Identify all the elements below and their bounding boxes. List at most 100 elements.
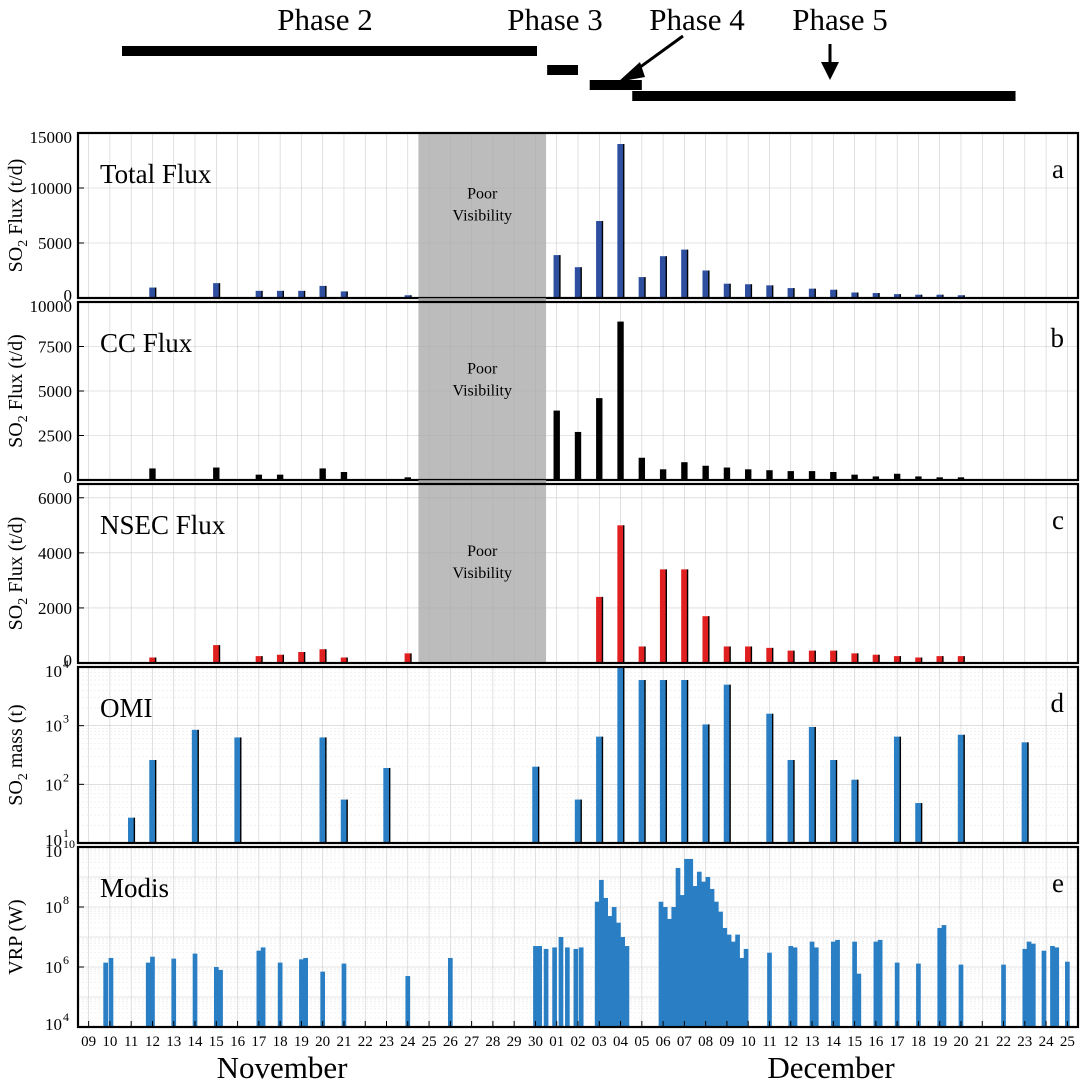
bar-e [856,973,862,1027]
bar-e [1026,941,1032,1027]
y-axis-label: SO2 Flux (t/d) [5,334,31,448]
bar-e [171,958,177,1027]
bar-c [255,656,263,663]
x-tick-label: 23 [1017,1034,1032,1050]
bar-c [681,569,688,663]
bar-c [723,646,731,663]
panel-letter: e [1052,868,1064,898]
bar-b [787,471,794,480]
x-tick-label: 05 [634,1034,649,1050]
y-axis-label-main: SO [5,605,27,631]
bar-e [941,925,947,1027]
bar-e [578,947,584,1027]
bar-e [916,963,921,1027]
bar-a [149,287,156,298]
x-tick-label: 10 [741,1034,756,1050]
bar-a [893,294,901,298]
bar-a [702,270,709,298]
bar-b [851,474,858,480]
bar-e [599,879,604,1027]
bar-e [1054,947,1060,1027]
bar-b [638,457,646,480]
bar-a [213,283,220,298]
bar-d [766,713,773,843]
phase-4-arrow-head [618,62,645,82]
bar-e [835,939,840,1027]
x-tick-label: 06 [656,1034,672,1050]
y-axis-label-subscript: 2 [16,415,31,422]
x-tick-label: 30 [528,1034,543,1050]
bar-c [638,646,646,663]
bar-d [149,759,156,843]
x-tick-label: 16 [868,1034,884,1050]
bar-b [766,470,773,480]
bar-e [299,959,304,1027]
bar-b [702,465,709,480]
y-axis-label-main: SO [5,422,27,448]
bar-d [851,779,858,843]
bar-a [276,290,284,298]
y-tick-label: 0 [64,468,73,487]
y-tick-exponent: 10 [63,837,75,851]
y-tick-label: 10 [45,1015,62,1034]
bar-a [255,290,263,298]
bar-e [718,911,723,1027]
bar-e [696,871,702,1027]
x-tick-label: 29 [507,1034,522,1050]
y-tick-label: 5000 [38,234,72,253]
bar-d [893,736,901,843]
x-tick-label: 11 [124,1034,138,1050]
bar-d [191,729,199,843]
y-tick-label: 0 [64,651,73,670]
bar-e [877,939,883,1027]
bar-e [1050,946,1055,1027]
x-tick-label: 14 [188,1034,204,1050]
bar-b [915,476,922,480]
bar-d [957,734,965,843]
bar-e [675,867,681,1027]
bar-e [611,907,617,1027]
y-tick-label: 10000 [30,297,73,316]
bar-e [620,937,626,1027]
bar-e [1030,943,1036,1027]
poor-visibility-label-line2: Visibility [453,565,513,582]
phase-5-label: Phase 5 [792,2,888,37]
poor-visibility-band [418,133,547,302]
y-axis-label: SO2 mass (t) [5,704,31,805]
bar-d [319,737,326,843]
bar-b [276,474,284,480]
bar-b [574,431,582,480]
y-tick-label: 2500 [38,427,72,446]
bar-d [915,803,922,843]
bar-b [553,410,560,480]
panel-title: Total Flux [100,159,212,189]
x-axis: 09 10 11 12 13 14 15 16 17 18 19 20 21 22 23 24 25 26 27 28… [81,1021,1075,1082]
bar-b [255,474,263,480]
bar-c [915,657,922,663]
poor-visibility-label-line1: Poor [467,361,498,378]
bar-e [537,946,543,1027]
bar-e [658,901,664,1027]
bar-c [936,656,943,663]
x-tick-label: 21 [336,1034,351,1050]
x-tick-label: 17 [890,1034,906,1050]
bar-d [128,817,135,843]
bar-b [872,476,880,480]
bar-b [213,467,220,480]
y-tick-label: 10 [45,662,62,681]
y-axis-label: SO2 Flux (t/d) [5,517,31,631]
bar-d [808,726,816,843]
panel-frame-c [76,482,1080,665]
x-tick-label: 15 [847,1034,862,1050]
bar-e [260,947,266,1027]
bar-c [957,656,965,663]
bar-a [936,294,943,298]
bar-b [319,468,326,480]
bar-c [340,657,348,663]
x-tick-label: 24 [400,1034,416,1050]
bar-e [671,907,677,1027]
x-tick-label: 12 [145,1034,160,1050]
bar-b [936,477,943,480]
